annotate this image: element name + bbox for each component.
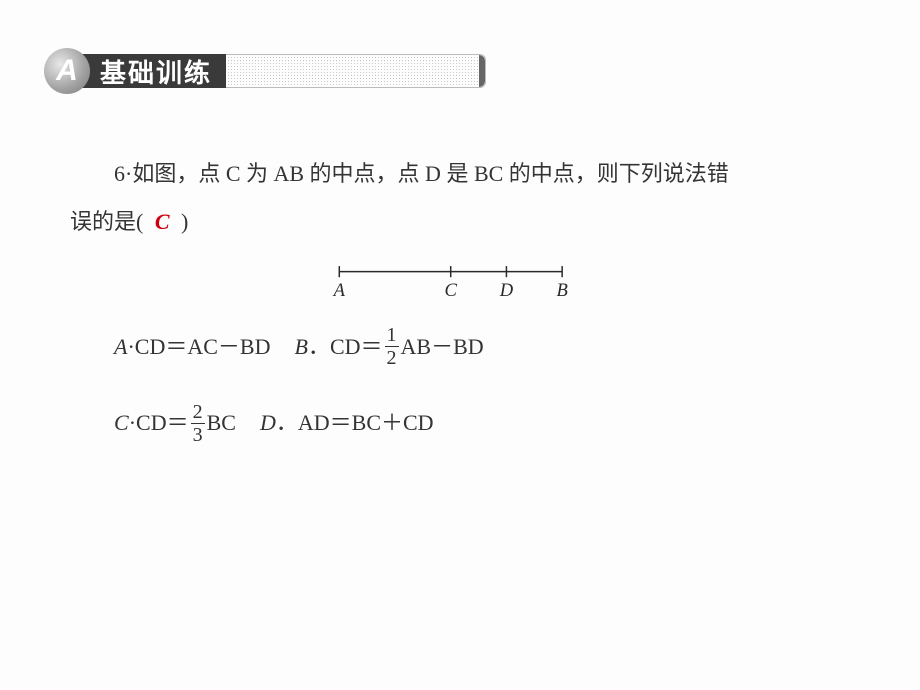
question-text-line2: 误的是( C )	[70, 198, 850, 246]
question-text-1: ·如图，点 C 为 AB 的中点，点 D 是 BC 的中点，则下列说法错	[125, 161, 729, 186]
answer-letter: C	[149, 209, 176, 234]
svg-text:B: B	[556, 280, 567, 301]
option-d-label: D	[260, 410, 276, 435]
question-block: 6·如图，点 C 为 AB 的中点，点 D 是 BC 的中点，则下列说法错 误的…	[70, 150, 850, 476]
decorative-dots	[226, 54, 486, 88]
options-container: A·CD＝AC－BD B．CD＝12AB－BD C·CD＝23BC D．AD＝B…	[70, 323, 850, 448]
line-segment-figure: ACDB	[330, 257, 590, 303]
section-header: A 基础训练	[44, 48, 516, 94]
fraction-1-2: 12	[385, 325, 399, 368]
svg-text:D: D	[499, 280, 514, 301]
options-row-2: C·CD＝23BC D．AD＝BC＋CD	[114, 399, 850, 447]
svg-text:C: C	[445, 280, 458, 301]
title-bar: 基础训练	[78, 54, 226, 88]
question-text-2: 误的是(	[70, 209, 143, 234]
question-text-3: )	[181, 209, 188, 234]
option-c: C·CD＝23BC	[114, 399, 236, 447]
option-a: A·CD＝AC－BD	[114, 323, 270, 371]
option-b: B．CD＝12AB－BD	[294, 323, 483, 371]
svg-text:A: A	[332, 280, 346, 301]
options-row-1: A·CD＝AC－BD B．CD＝12AB－BD	[114, 323, 850, 371]
option-c-label: C	[114, 410, 129, 435]
fraction-2-3: 23	[191, 402, 205, 445]
option-b-label: B	[294, 334, 307, 359]
question-text-line1: 6·如图，点 C 为 AB 的中点，点 D 是 BC 的中点，则下列说法错	[70, 150, 850, 198]
logo-badge: A	[44, 48, 90, 94]
logo-letter: A	[56, 54, 78, 88]
option-d: D．AD＝BC＋CD	[260, 399, 434, 447]
section-title: 基础训练	[100, 53, 212, 90]
question-number: 6	[114, 161, 125, 186]
option-a-label: A	[114, 334, 127, 359]
